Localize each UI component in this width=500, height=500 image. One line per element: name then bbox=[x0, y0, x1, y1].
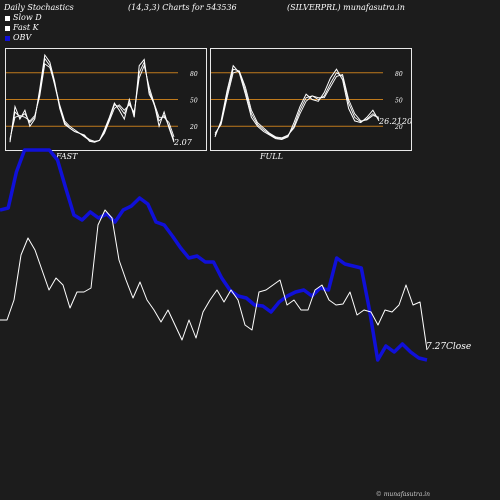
full-level-label: 20 bbox=[394, 124, 403, 131]
legend-label: Fast K bbox=[13, 23, 39, 32]
legend-swatch-slow-d bbox=[5, 15, 10, 21]
full-line-3 bbox=[214, 70, 380, 139]
legend-label: Slow D bbox=[13, 13, 42, 22]
fast-level-label: 20 bbox=[189, 124, 198, 131]
price-last-value: 7.27Close bbox=[426, 342, 471, 352]
full-line-1 bbox=[214, 64, 380, 141]
fast-stochastic-panel: 80 50 20 2.07 bbox=[5, 48, 207, 151]
full-line-2 bbox=[214, 68, 380, 140]
full-level-label: 50 bbox=[395, 98, 403, 105]
fast-last-value: 2.07 bbox=[173, 138, 193, 147]
chart-header-left: Daily Stochastics bbox=[4, 3, 74, 12]
legend-item-slow-d: Slow D bbox=[5, 13, 42, 22]
chart-header-right: (SILVERPRL) munafasutra.in bbox=[287, 3, 405, 12]
fast-line-1 bbox=[9, 53, 175, 143]
full-level-label: 80 bbox=[395, 71, 403, 78]
price-close-label: Close bbox=[446, 342, 472, 352]
price-value: 7.27 bbox=[426, 342, 447, 352]
legend-item-fast-k: Fast K bbox=[5, 23, 39, 32]
footer-credit: © munafasutra.in bbox=[375, 491, 430, 498]
legend-swatch-fast-k bbox=[5, 25, 10, 31]
fast-level-label: 50 bbox=[190, 98, 198, 105]
obv-line bbox=[0, 148, 428, 362]
full-stochastic-panel: 80 50 20 26.2120 bbox=[210, 48, 412, 151]
fast-line-2 bbox=[9, 57, 175, 143]
full-last-value: 26.2120 bbox=[378, 117, 411, 126]
legend-item-obv: OBV bbox=[5, 33, 31, 42]
chart-header-middle: (14,3,3) Charts for 543536 bbox=[128, 3, 237, 12]
close-price-line bbox=[0, 209, 428, 351]
legend-swatch-obv bbox=[5, 35, 10, 41]
fast-level-label: 80 bbox=[190, 71, 198, 78]
fast-panel-label: FAST bbox=[56, 152, 78, 161]
full-panel-label: FULL bbox=[260, 152, 283, 161]
fast-line-3 bbox=[9, 63, 175, 142]
fast-stochastic-chart: 80 50 20 2.07 bbox=[6, 53, 198, 147]
legend-label: OBV bbox=[13, 33, 32, 42]
